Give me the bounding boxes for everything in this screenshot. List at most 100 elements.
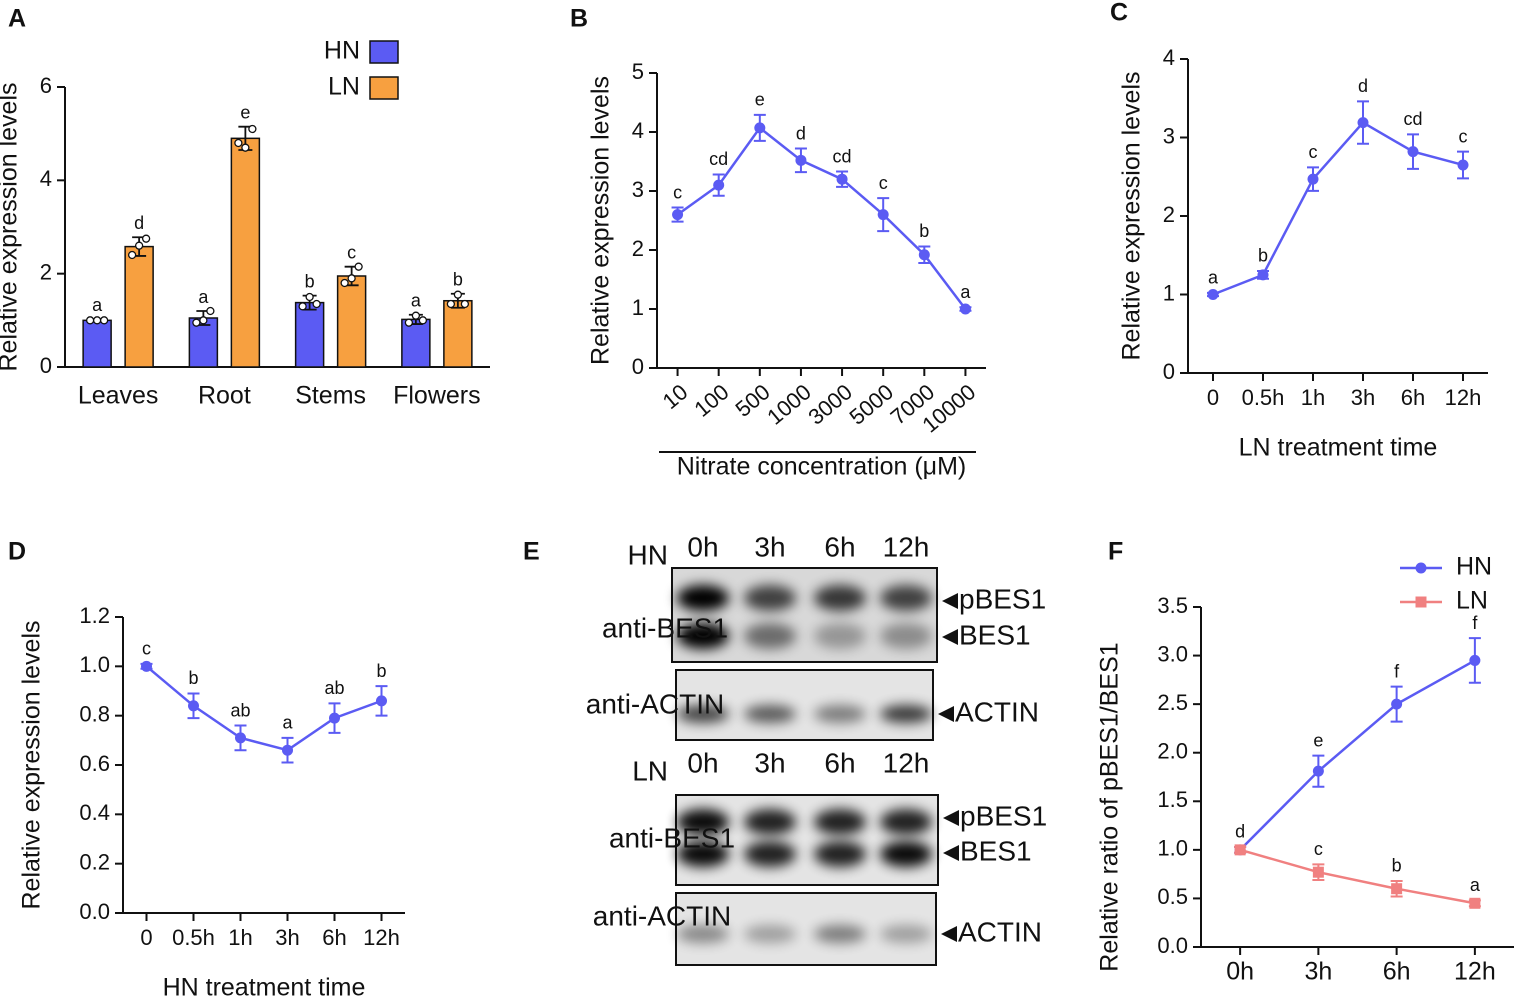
y-tick-label: 2.0 <box>1157 739 1188 764</box>
lane-label: 3h <box>754 747 785 778</box>
blot-band <box>814 841 866 867</box>
marker <box>1312 765 1324 777</box>
bar <box>443 299 473 368</box>
antibody-label: anti-ACTIN <box>586 688 724 719</box>
marker <box>376 695 387 707</box>
condition-label: HN <box>628 539 668 570</box>
y-tick-label: 4 <box>1163 45 1175 70</box>
marker <box>1391 698 1403 710</box>
marker <box>795 154 807 166</box>
replicate-dot <box>354 262 363 271</box>
significance-letter: b <box>376 661 386 681</box>
y-tick-label: 0.4 <box>79 800 110 825</box>
replicate-dot <box>241 143 250 152</box>
x-tick-label: 0 <box>140 925 152 950</box>
marker <box>877 209 889 221</box>
significance-letter: e <box>755 90 765 110</box>
x-tick-label: Root <box>198 382 251 410</box>
marker <box>329 712 340 724</box>
arrowhead <box>941 926 957 942</box>
legend-swatch <box>369 76 399 100</box>
marker <box>1357 117 1369 129</box>
band-label: pBES1 <box>959 583 1046 614</box>
marker <box>836 173 848 185</box>
x-tick-label: 12h <box>363 925 400 950</box>
significance-letter: b <box>453 269 463 289</box>
marker <box>188 700 199 712</box>
y-tick-label: 3 <box>632 177 644 202</box>
significance-letter: c <box>1314 839 1323 859</box>
marker <box>1457 159 1469 171</box>
significance-letter: b <box>1392 856 1402 876</box>
replicate-dot <box>404 318 414 327</box>
legend-swatch <box>369 40 399 64</box>
marker <box>282 744 293 756</box>
significance-letter: c <box>673 182 682 202</box>
legend-marker <box>1415 562 1427 574</box>
line <box>1212 120 1464 296</box>
panel-label: E <box>523 538 540 566</box>
blot-band <box>880 925 932 943</box>
marker <box>959 303 971 315</box>
replicate-dot <box>347 274 356 283</box>
y-axis-label: Relative expression levels <box>0 82 23 371</box>
replicate-dot <box>206 306 215 316</box>
significance-letter: a <box>411 290 422 310</box>
replicate-dot <box>305 292 314 302</box>
lane-label: 12h <box>883 531 930 562</box>
condition-label: LN <box>632 755 668 786</box>
panel-label: A <box>8 5 26 33</box>
marker <box>1391 883 1403 895</box>
y-tick-label: 1.0 <box>79 652 110 677</box>
line <box>145 665 382 752</box>
significance-letter: a <box>92 295 103 315</box>
band-label: BES1 <box>960 835 1032 866</box>
blot-band <box>880 585 932 611</box>
y-tick-label: 2 <box>632 236 644 261</box>
y-tick-label: 4 <box>632 118 644 143</box>
y-tick-label: 3 <box>1163 123 1175 148</box>
y-tick-label: 0.0 <box>79 899 110 924</box>
significance-letter: f <box>1394 661 1400 681</box>
significance-letter: b <box>919 221 929 241</box>
significance-letter: d <box>796 123 806 143</box>
legend-label: HN <box>1456 553 1492 581</box>
y-tick-label: 1.5 <box>1157 787 1188 812</box>
blot-frame <box>675 669 934 741</box>
band-label: BES1 <box>959 619 1031 650</box>
marker <box>672 209 684 221</box>
significance-letter: cd <box>833 146 852 166</box>
blot-band <box>880 841 932 867</box>
lane-label: 6h <box>824 531 855 562</box>
bar <box>124 245 154 368</box>
blot-band <box>744 841 796 867</box>
significance-letter: cd <box>1403 109 1422 129</box>
significance-letter: a <box>1470 875 1481 895</box>
replicate-dot <box>134 241 144 250</box>
y-tick-label: 6 <box>40 73 52 98</box>
significance-letter: b <box>1258 246 1268 266</box>
significance-letter: d <box>134 213 144 233</box>
blot-band <box>744 925 796 943</box>
marker <box>1257 269 1269 281</box>
x-tick-label: Leaves <box>78 382 159 410</box>
y-tick-label: 0.5 <box>1157 884 1188 909</box>
blot-band <box>677 585 729 611</box>
replicate-dot <box>234 138 243 148</box>
significance-letter: ab <box>324 678 344 698</box>
y-tick-label: 1 <box>632 295 644 320</box>
marker <box>1407 146 1419 158</box>
significance-letter: b <box>188 668 198 688</box>
blot-band <box>744 623 796 649</box>
legend-label: HN <box>324 37 360 65</box>
blot-band <box>677 705 729 723</box>
band-label: pBES1 <box>960 800 1047 831</box>
y-tick-label: 0 <box>1163 359 1175 384</box>
panel-label: C <box>1110 0 1128 27</box>
x-tick-label: 10 <box>658 379 693 414</box>
lane-label: 3h <box>754 531 785 562</box>
marker <box>918 249 930 261</box>
significance-letter: cd <box>709 149 728 169</box>
y-tick-label: 1.0 <box>1157 836 1188 861</box>
legend-label: LN <box>1456 587 1488 615</box>
